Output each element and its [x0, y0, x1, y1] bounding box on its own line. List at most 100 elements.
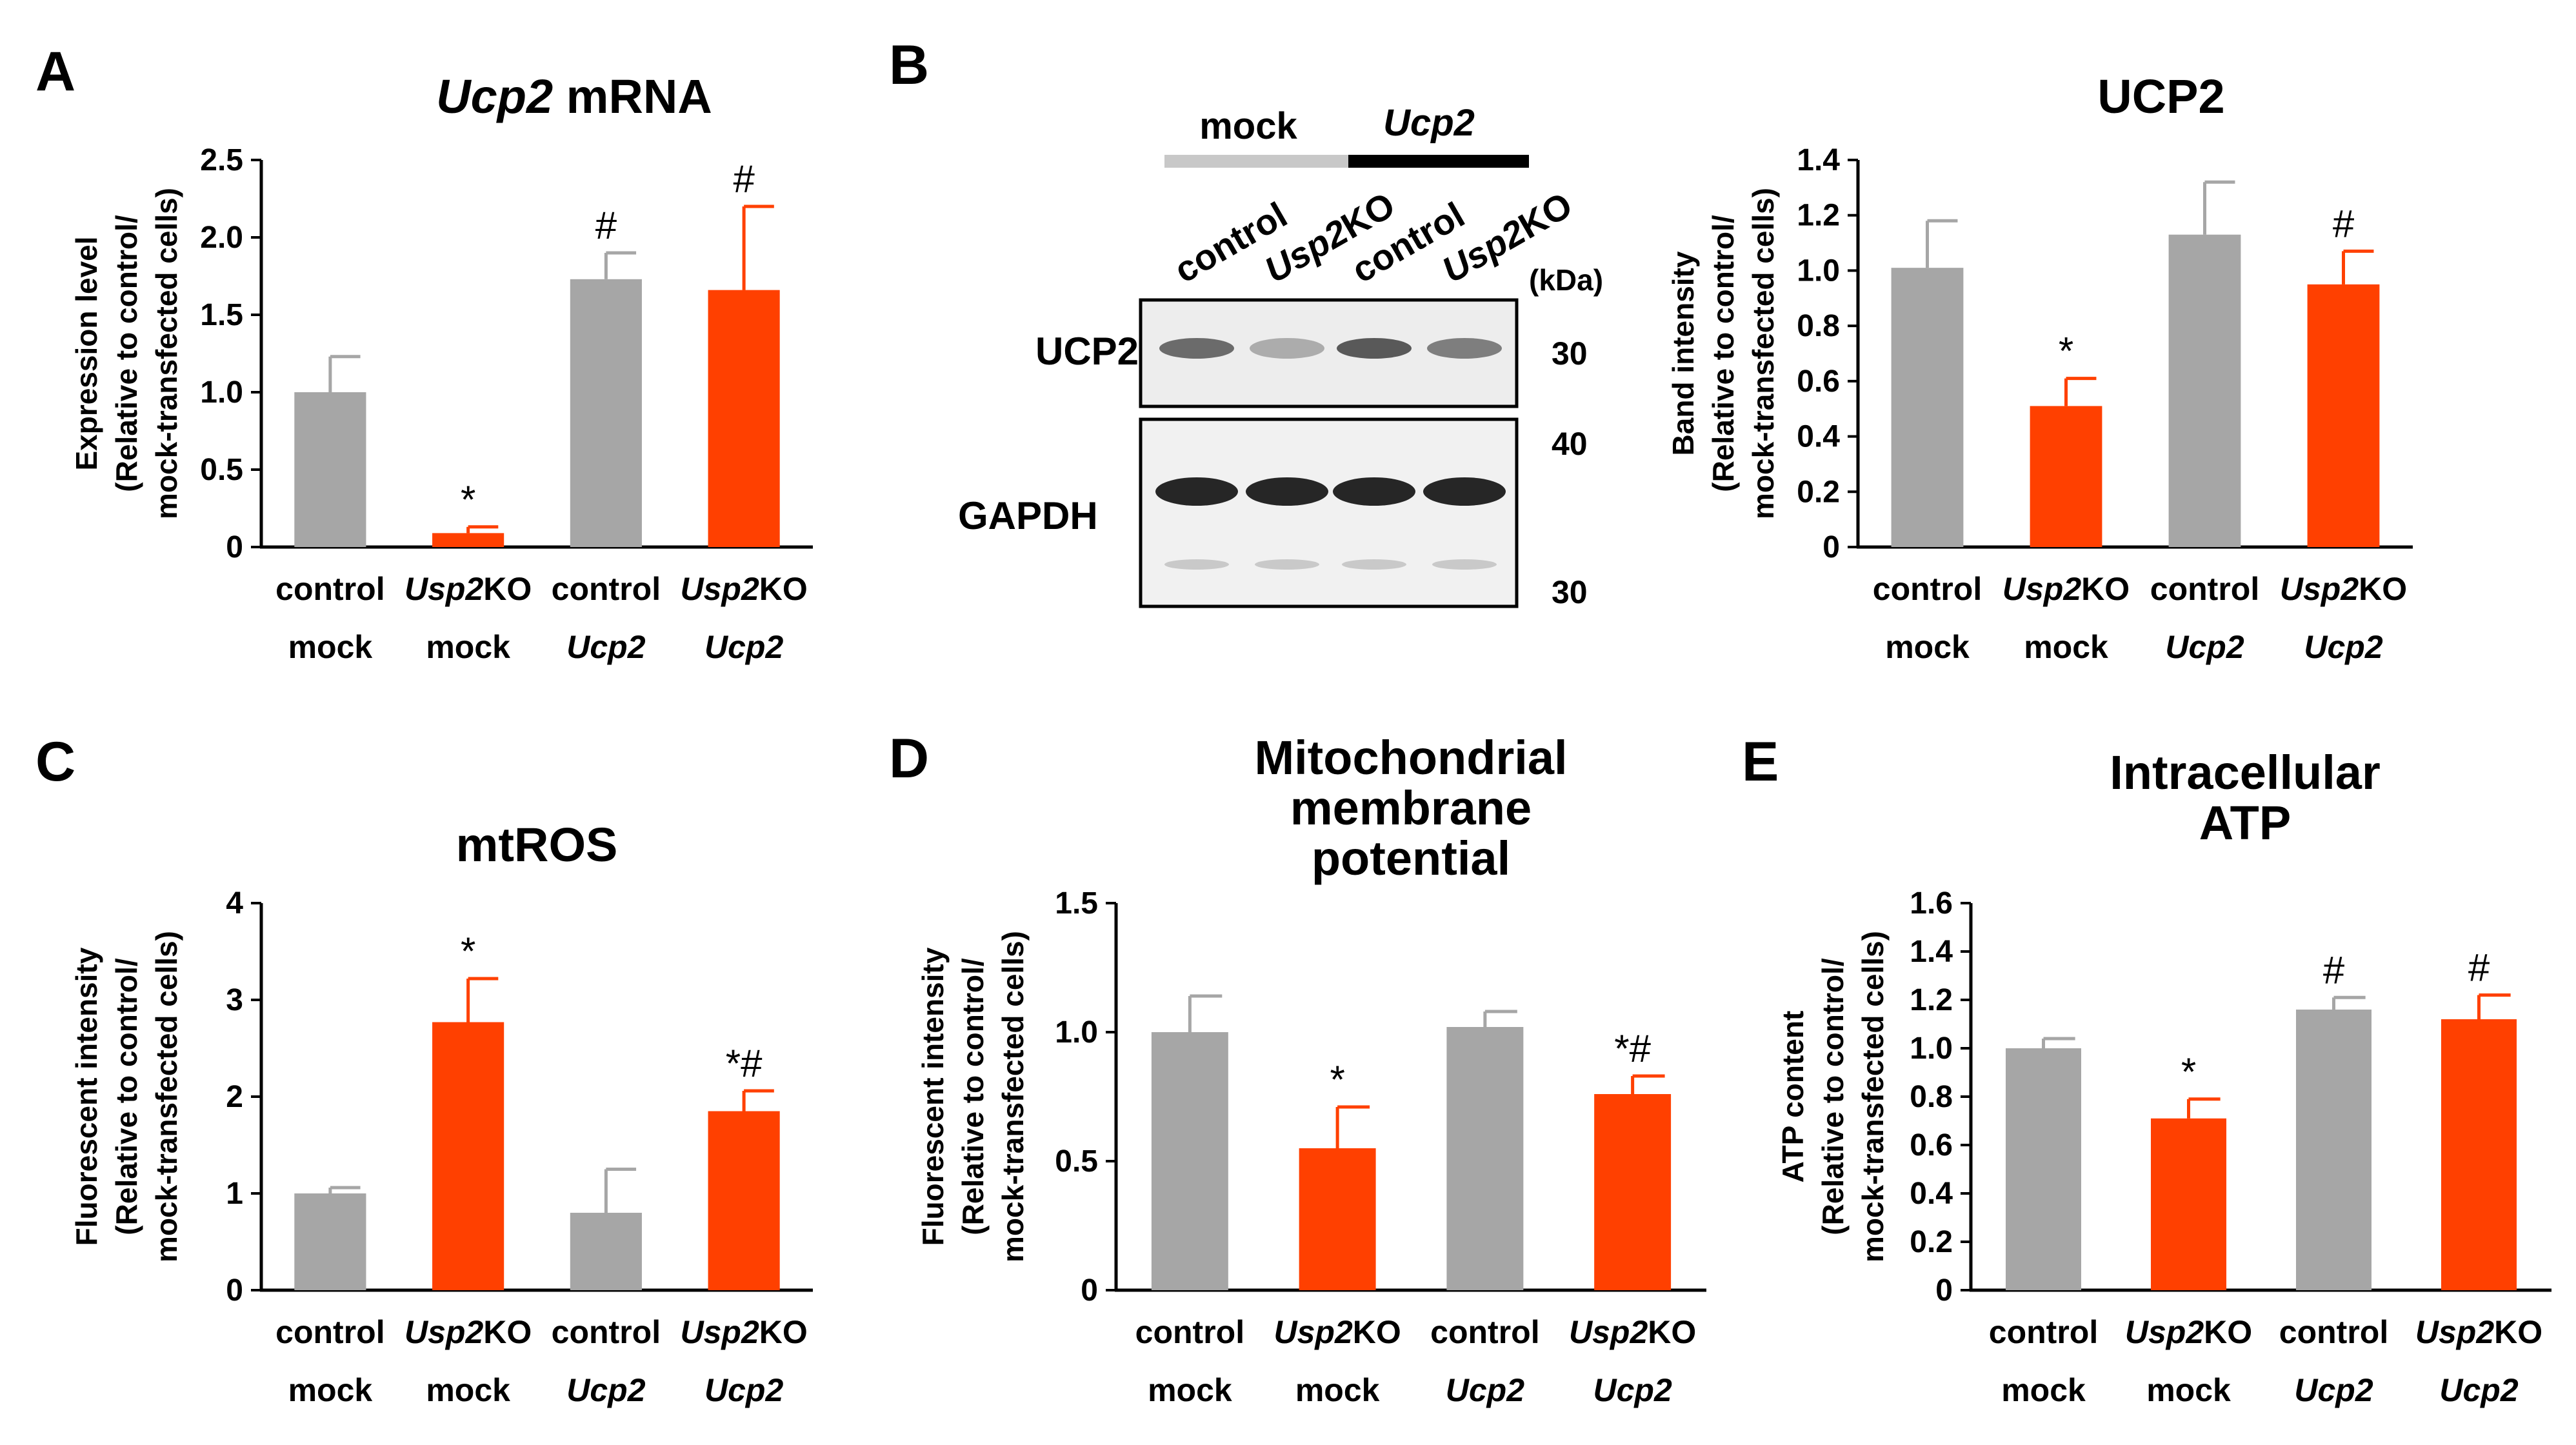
chart-title: mtROS	[456, 818, 618, 872]
x-category-label: Usp2KO	[404, 1314, 532, 1350]
y-tick-label: 1.4	[1910, 935, 1953, 969]
bar	[1891, 268, 1964, 547]
y-axis-label-line: (Relative to control/	[110, 958, 143, 1235]
x-group-label: mock	[1885, 629, 1970, 665]
x-category-label: Usp2KO	[680, 571, 807, 607]
x-category-part: control	[275, 1314, 384, 1350]
significance-mark: *	[1330, 1058, 1344, 1101]
bar	[294, 1193, 366, 1290]
x-category-part: KO	[1648, 1314, 1696, 1350]
x-category-part: Usp2	[1569, 1314, 1648, 1350]
x-category-label: control	[1873, 571, 1982, 607]
x-category-label: Usp2KO	[2280, 571, 2407, 607]
blot-size-marker: 30	[1552, 574, 1588, 610]
gapdh-faint-band	[1432, 559, 1497, 570]
x-category-part: Usp2	[404, 1314, 483, 1350]
significance-mark: *	[2059, 330, 2073, 373]
significance-mark: #	[2468, 946, 2490, 990]
y-tick-label: 0.8	[1797, 309, 1840, 343]
gapdh-faint-band	[1342, 559, 1406, 570]
blot-group-label: mock	[1199, 105, 1297, 147]
y-tick-label: 1.0	[1910, 1031, 1953, 1066]
x-category-label: Usp2KO	[2002, 571, 2130, 607]
x-category-part: Usp2	[680, 571, 759, 607]
y-axis-label-line: Fluorescent intensity	[916, 947, 950, 1246]
y-axis-label-line: Expression level	[70, 236, 103, 470]
x-category-label: control	[552, 1314, 661, 1350]
blot-size-marker: 40	[1552, 426, 1588, 462]
x-category-part: KO	[483, 571, 532, 607]
panel-letter-e: E	[1742, 731, 1779, 793]
blot-size-marker: 30	[1552, 335, 1588, 372]
blot-unit-label: (kDa)	[1529, 263, 1603, 297]
x-category-label: Usp2KO	[1273, 1314, 1401, 1350]
y-axis-label-line: (Relative to control/	[1706, 215, 1740, 492]
x-group-label: mock	[426, 629, 510, 665]
y-axis-label-line: mock-transfected cells)	[1856, 931, 1890, 1262]
x-group-label: mock	[426, 1372, 510, 1408]
y-axis-label-line: (Relative to control/	[1816, 958, 1850, 1235]
y-tick-label: 1	[226, 1177, 243, 1211]
bar	[1151, 1032, 1228, 1290]
y-tick-label: 1.0	[200, 375, 243, 410]
chart-title-part: mRNA	[553, 70, 712, 123]
bar	[2168, 234, 2241, 547]
x-category-part: KO	[2359, 571, 2407, 607]
blot-row-label: GAPDH	[958, 494, 1098, 537]
panel-letter-c: C	[35, 731, 75, 793]
y-tick-label: 1.5	[1055, 886, 1098, 921]
significance-mark: *#	[726, 1042, 763, 1085]
x-category-part: control	[1989, 1314, 2098, 1350]
x-category-part: KO	[2204, 1314, 2252, 1350]
x-group-label: Ucp2	[2304, 629, 2382, 665]
y-axis-label-line: mock-transfected cells)	[996, 931, 1030, 1262]
y-tick-label: 0.2	[1910, 1225, 1953, 1259]
y-tick-label: 1.2	[1797, 199, 1840, 233]
x-category-part: control	[1135, 1314, 1244, 1350]
x-group-label: mock	[288, 1372, 373, 1408]
y-tick-label: 2.0	[200, 221, 243, 255]
blot-group-label: Ucp2	[1383, 102, 1475, 144]
x-category-part: control	[2279, 1314, 2388, 1350]
chart-title-part: mtROS	[456, 818, 618, 872]
x-category-label: control	[1135, 1314, 1244, 1350]
x-group-label: Ucp2	[566, 629, 645, 665]
x-category-label: Usp2KO	[2415, 1314, 2542, 1350]
y-tick-label: 1.4	[1797, 143, 1840, 177]
significance-mark: #	[595, 204, 617, 247]
x-group-label: mock	[2146, 1372, 2231, 1408]
x-category-part: control	[1873, 571, 1982, 607]
significance-mark: #	[2333, 202, 2355, 245]
y-tick-label: 0	[226, 1273, 243, 1308]
x-group-label: mock	[288, 629, 373, 665]
x-group-label: Ucp2	[704, 1372, 783, 1408]
significance-mark: *	[461, 478, 475, 521]
x-category-label: Usp2KO	[680, 1314, 807, 1350]
chart-title: Ucp2 mRNA	[436, 70, 712, 123]
chart-ucp2-band-intensity: UCP2 Band intensity (Relative to control/m…	[1666, 70, 2413, 665]
x-category-label: Usp2KO	[2125, 1314, 2252, 1350]
x-group-label: Ucp2	[2165, 629, 2244, 665]
bar	[294, 392, 366, 547]
y-axis-label-line: Band intensity	[1666, 251, 1700, 455]
significance-mark: *#	[1614, 1027, 1651, 1070]
ucp2-band	[1427, 338, 1502, 359]
x-group-label: mock	[1148, 1372, 1232, 1408]
x-category-part: Usp2	[2280, 571, 2359, 607]
bar	[432, 1022, 504, 1290]
mock-group-bar	[1164, 155, 1348, 168]
bar	[2441, 1019, 2517, 1290]
x-group-label: Ucp2	[2294, 1372, 2373, 1408]
gapdh-band	[1423, 477, 1506, 506]
x-category-part: KO	[1353, 1314, 1401, 1350]
y-tick-label: 2.5	[200, 143, 243, 177]
y-tick-label: 0.5	[200, 453, 243, 487]
y-axis-label-line: (Relative to control/	[956, 958, 990, 1235]
gapdh-faint-band	[1164, 559, 1229, 570]
y-tick-label: 0.6	[1797, 364, 1840, 399]
bar	[2307, 284, 2380, 547]
bar	[570, 1213, 642, 1290]
x-category-label: control	[1989, 1314, 2098, 1350]
panel-letter-d: D	[889, 728, 929, 790]
